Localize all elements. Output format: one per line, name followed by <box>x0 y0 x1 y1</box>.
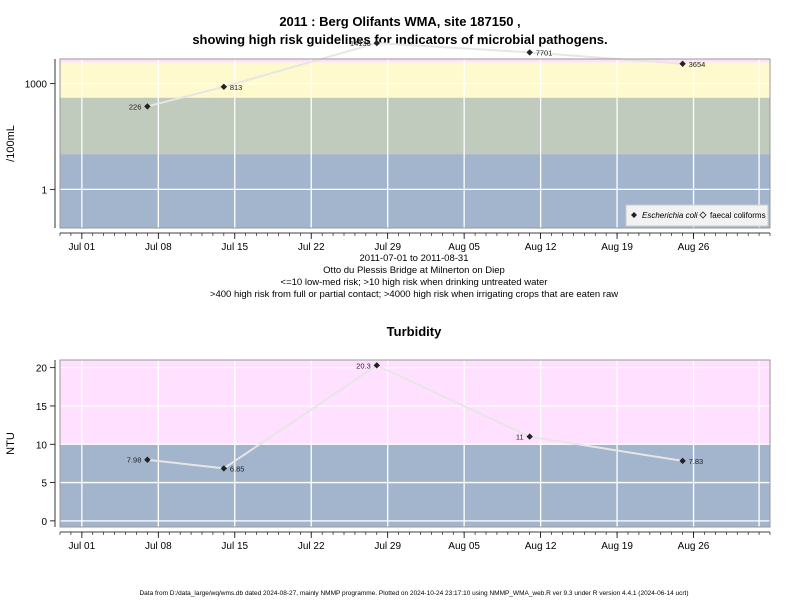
plot-frame <box>59 359 771 528</box>
footer-note: Data from D:/data_large/wq/wms.db dated … <box>139 590 688 597</box>
legend-box <box>625 204 769 227</box>
grid-lines <box>60 360 770 527</box>
x-tick-label: Jul 22 <box>298 541 325 552</box>
data-points: 7.98 6.85 20.3 11 7.83 <box>127 361 703 473</box>
y-axis-label: NTU <box>5 432 17 455</box>
data-point <box>526 49 533 56</box>
risk-bands <box>60 59 770 228</box>
x-tick-label: Jul 01 <box>69 541 96 552</box>
x-tick-label: Jul 08 <box>145 242 172 253</box>
risk-bands <box>60 360 770 527</box>
x-tick-label: Aug 19 <box>601 242 633 253</box>
x-tick-label: Jul 15 <box>221 242 248 253</box>
chart-subtitle: showing high risk guidelines for indicat… <box>192 32 607 47</box>
x-tick-label: Aug 12 <box>525 242 557 253</box>
legend-marker-faecal <box>699 211 707 219</box>
data-point <box>373 39 380 47</box>
data-point <box>220 465 228 472</box>
data-label: 813 <box>230 83 243 92</box>
data-point <box>220 83 228 90</box>
y-tick-label: 20 <box>36 364 48 375</box>
x-tick-label: Aug 26 <box>678 541 710 552</box>
x-tick-label: Aug 12 <box>525 541 557 552</box>
legend-label-faecal: faecal coliforms <box>710 211 766 220</box>
legend-marker-ecoli <box>631 212 637 218</box>
x-tick-label: Jul 01 <box>69 242 96 253</box>
plot-frame <box>59 58 771 229</box>
x-tick-label: Jul 29 <box>374 242 401 253</box>
y-tick-label: 1000 <box>25 80 48 91</box>
risk-band <box>60 62 770 98</box>
data-point <box>144 456 151 463</box>
y-tick-label: 0 <box>41 517 47 528</box>
y-axis-label: /100mL <box>5 125 17 162</box>
data-point <box>144 103 151 110</box>
data-label: 11 <box>516 433 524 442</box>
x-tick-label: Jul 15 <box>221 541 248 552</box>
x-tick-label: Aug 05 <box>448 541 480 552</box>
grid-lines <box>60 59 770 228</box>
data-label: 20.3 <box>356 361 371 370</box>
data-points: 226 813 14136 7701 3654 <box>129 39 705 111</box>
data-label: 7.83 <box>689 457 704 466</box>
data-label: 3654 <box>689 60 706 69</box>
axes: Jul 01 Jul 08 Jul 15 Jul 22 Jul 29 Aug 05 Aug … <box>5 59 771 253</box>
note-site-name: Otto du Plessis Bridge at Milnerton on D… <box>323 265 505 276</box>
data-point <box>526 433 533 440</box>
data-label: 226 <box>129 102 142 111</box>
risk-band <box>60 444 770 527</box>
axes: Jul 01 Jul 08 Jul 15 Jul 22 Jul 29 Aug 05 Aug … <box>5 360 771 552</box>
data-label: 6.85 <box>230 464 245 473</box>
chart-title: 2011 : Berg Olifants WMA, site 187150 , <box>279 14 520 29</box>
data-label: 14136 <box>350 39 371 48</box>
turbidity-title: Turbidity <box>387 324 442 339</box>
note-contact-risk: >400 high risk from full or partial cont… <box>210 289 618 300</box>
legend-label-ecoli: Escherichia coli <box>642 211 698 220</box>
y-tick-label: 1 <box>41 185 47 196</box>
x-tick-label: Aug 05 <box>448 242 480 253</box>
y-tick-label: 15 <box>36 402 48 413</box>
risk-band <box>60 360 770 445</box>
x-tick-label: Jul 08 <box>145 541 172 552</box>
x-tick-label: Aug 19 <box>601 541 633 552</box>
risk-band <box>60 97 770 155</box>
note-date-range: 2011-07-01 to 2011-08-31 <box>360 253 469 264</box>
data-point <box>679 457 686 465</box>
x-tick-label: Jul 29 <box>374 541 401 552</box>
data-label: 7701 <box>536 48 553 57</box>
x-tick-label: Jul 22 <box>298 242 325 253</box>
legend: Escherichia coli faecal coliforms <box>625 204 769 227</box>
data-point <box>373 362 380 369</box>
y-tick-label: 5 <box>41 479 47 490</box>
x-tick-label: Aug 26 <box>678 242 710 253</box>
data-label: 7.98 <box>127 456 142 465</box>
y-tick-label: 10 <box>36 440 48 451</box>
note-drinking-risk: <=10 low-med risk; >10 high risk when dr… <box>281 277 548 288</box>
risk-band <box>60 59 770 63</box>
data-point <box>679 60 686 67</box>
